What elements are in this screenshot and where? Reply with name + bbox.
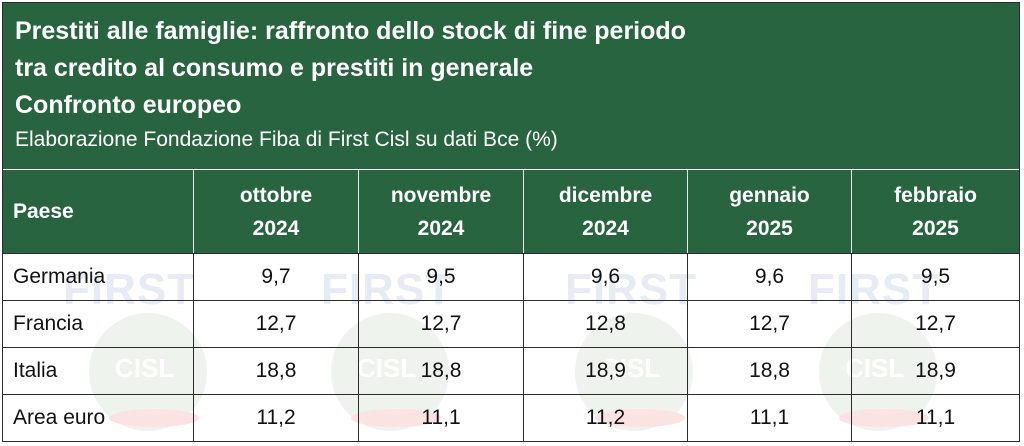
cell-value: 11,1	[851, 395, 1019, 441]
column-header-month: gennaio	[729, 183, 810, 207]
column-header-month: febbraio	[894, 183, 977, 207]
cell-value: 11,2	[523, 395, 687, 441]
column-header-novembre-2024: novembre 2024	[358, 170, 523, 253]
column-header-month: novembre	[390, 183, 492, 207]
cell-value: 9,6	[687, 254, 851, 300]
column-header-paese: Paese	[3, 170, 193, 253]
title-line-1: Prestiti alle famiglie: raffronto dello …	[15, 17, 686, 45]
column-header-year: 2025	[912, 216, 959, 240]
cell-value: 18,8	[687, 348, 851, 394]
column-header-ottobre-2024: ottobre 2024	[193, 170, 358, 253]
column-header-year: 2025	[746, 216, 793, 240]
cell-value: 11,1	[687, 395, 851, 441]
table-row-germania: Germania 9,7 9,5 9,6 9,6 9,5	[3, 253, 1019, 300]
column-header-row: Paese ottobre 2024 novembre 2024 dicembr…	[3, 169, 1019, 253]
cell-value: 18,8	[358, 348, 523, 394]
cell-value: 12,7	[687, 301, 851, 347]
cell-value: 9,7	[193, 254, 358, 300]
cell-value: 12,7	[358, 301, 523, 347]
cell-value: 12,7	[193, 301, 358, 347]
column-header-year: 2024	[252, 216, 300, 240]
cell-value: 18,9	[851, 348, 1019, 394]
cell-value: 9,5	[851, 254, 1019, 300]
cell-value: 18,8	[193, 348, 358, 394]
cell-value: 9,5	[358, 254, 523, 300]
title-line-3: Confronto europeo	[15, 91, 242, 119]
column-header-month: dicembre	[558, 183, 653, 207]
column-header-year: 2024	[582, 216, 629, 240]
column-header-month: ottobre	[239, 183, 313, 207]
cell-value: 12,7	[851, 301, 1019, 347]
cell-paese: Germania	[13, 265, 106, 288]
title-line-2: tra credito al consumo e prestiti in gen…	[15, 54, 534, 82]
column-header-label: Paese	[13, 200, 74, 223]
column-header-year: 2024	[417, 216, 465, 240]
column-header-gennaio-2025: gennaio 2025	[687, 170, 851, 253]
table-row-italia: Italia 18,8 18,8 18,9 18,8 18,9	[3, 347, 1019, 394]
table-row-area-euro: Area euro 11,2 11,1 11,2 11,1 11,1	[3, 394, 1019, 441]
cell-paese: Area euro	[13, 406, 106, 429]
subtitle: Elaborazione Fondazione Fiba di First Ci…	[15, 128, 558, 151]
column-header-febbraio-2025: febbraio 2025	[851, 170, 1019, 253]
column-header-dicembre-2024: dicembre 2024	[523, 170, 687, 253]
cell-paese: Italia	[13, 359, 58, 382]
title-block: Prestiti alle famiglie: raffronto dello …	[3, 3, 1019, 169]
cell-value: 11,2	[193, 395, 358, 441]
cell-value: 12,8	[523, 301, 687, 347]
cell-value: 11,1	[358, 395, 523, 441]
cell-value: 9,6	[523, 254, 687, 300]
cell-value: 18,9	[523, 348, 687, 394]
cell-paese: Francia	[13, 312, 84, 335]
table-row-francia: Francia 12,7 12,7 12,8 12,7 12,7	[3, 300, 1019, 347]
